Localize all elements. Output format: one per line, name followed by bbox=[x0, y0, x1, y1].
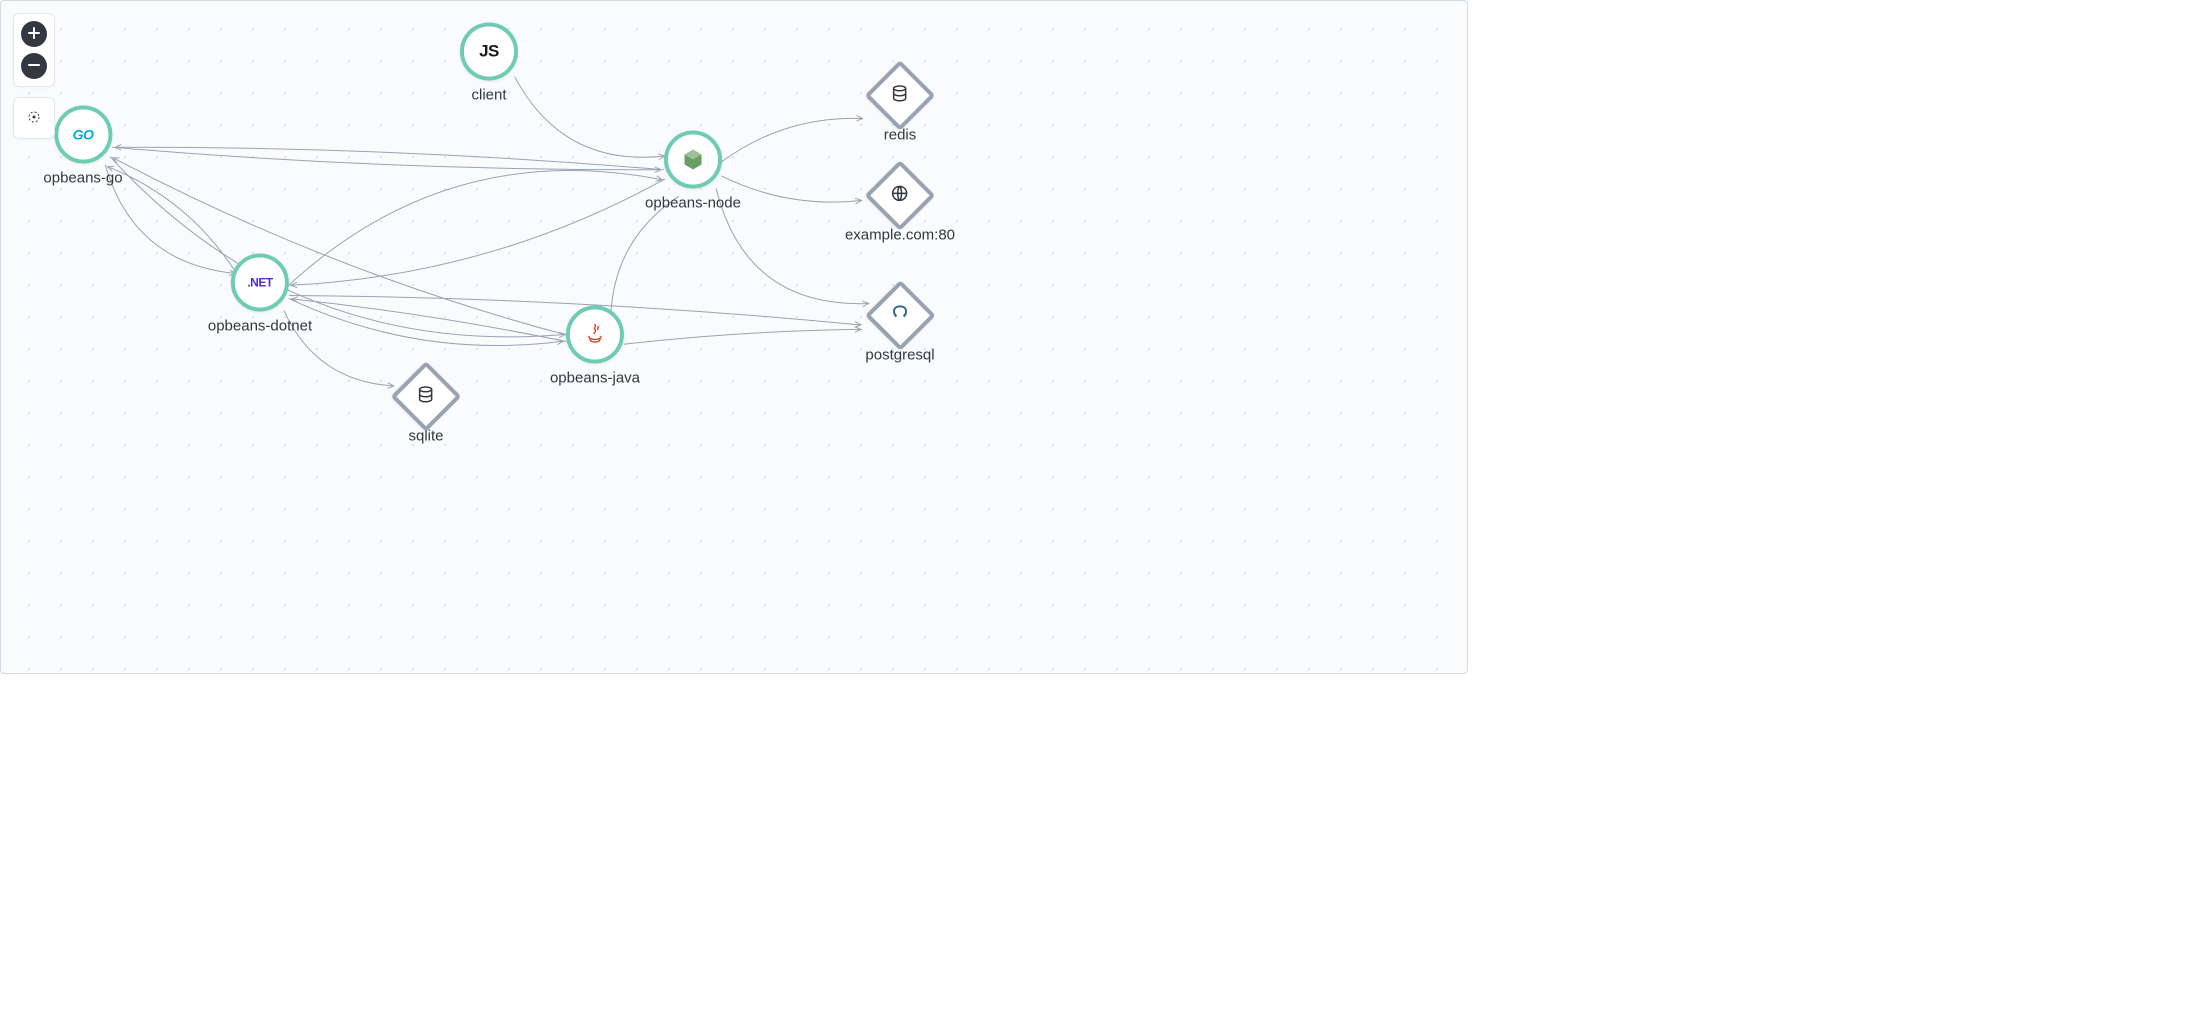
service-node-icon bbox=[664, 131, 722, 189]
resource-node-icon bbox=[391, 361, 462, 432]
zoom-in-button[interactable] bbox=[21, 21, 47, 47]
resource-node-icon bbox=[865, 60, 936, 131]
service-node-icon: JS bbox=[460, 23, 518, 81]
resource-node-icon bbox=[865, 160, 936, 231]
node-redis[interactable]: redis bbox=[875, 71, 925, 144]
edge-opbeans-node-to-opbeans-dotnet bbox=[291, 179, 665, 285]
edge-opbeans-dotnet-to-opbeans-java bbox=[289, 298, 564, 345]
edge-client-to-opbeans-node bbox=[515, 77, 665, 158]
service-map-canvas[interactable]: JS client GO opbeans-go opbeans-node .NET opbe… bbox=[0, 0, 1468, 674]
edge-opbeans-node-to-redis bbox=[721, 118, 863, 162]
node-label: opbeans-go bbox=[43, 170, 122, 187]
node-label: opbeans-node bbox=[645, 195, 741, 212]
edge-opbeans-java-to-postgresql bbox=[624, 329, 861, 344]
service-node-icon: GO bbox=[54, 106, 112, 164]
edge-opbeans-go-to-opbeans-node bbox=[112, 147, 661, 170]
minus-icon bbox=[28, 59, 40, 74]
zoom-controls bbox=[13, 13, 55, 87]
edge-opbeans-go-to-opbeans-java bbox=[110, 157, 565, 337]
edge-opbeans-node-to-opbeans-go bbox=[115, 147, 664, 170]
node-opbeans-go[interactable]: GO opbeans-go bbox=[43, 106, 122, 187]
crosshair-icon bbox=[26, 109, 42, 128]
edge-opbeans-node-to-opbeans-java bbox=[611, 196, 679, 318]
node-example[interactable]: example.com:80 bbox=[845, 171, 955, 244]
edge-opbeans-node-to-example bbox=[722, 176, 862, 202]
service-node-icon: .NET bbox=[231, 254, 289, 312]
node-label: opbeans-java bbox=[550, 370, 640, 387]
edge-opbeans-java-to-opbeans-go bbox=[113, 158, 568, 336]
recenter-button[interactable] bbox=[21, 105, 47, 131]
edges-layer bbox=[1, 1, 1467, 673]
zoom-out-button[interactable] bbox=[21, 53, 47, 79]
resource-node-icon bbox=[865, 280, 936, 351]
plus-icon bbox=[28, 27, 40, 42]
edge-opbeans-dotnet-to-opbeans-node bbox=[288, 170, 662, 286]
node-client[interactable]: JS client bbox=[460, 23, 518, 104]
node-sqlite[interactable]: sqlite bbox=[401, 372, 451, 445]
node-opbeans-java[interactable]: opbeans-java bbox=[550, 306, 640, 387]
node-opbeans-node[interactable]: opbeans-node bbox=[645, 131, 741, 212]
edge-opbeans-java-to-opbeans-dotnet bbox=[292, 299, 567, 342]
node-label: opbeans-dotnet bbox=[208, 318, 312, 335]
node-postgresql[interactable]: postgresql bbox=[865, 291, 934, 364]
node-opbeans-dotnet[interactable]: .NET opbeans-dotnet bbox=[208, 254, 312, 335]
map-controls bbox=[13, 13, 55, 139]
node-label: client bbox=[471, 87, 506, 104]
recenter-control bbox=[13, 97, 55, 139]
service-node-icon bbox=[566, 306, 624, 364]
